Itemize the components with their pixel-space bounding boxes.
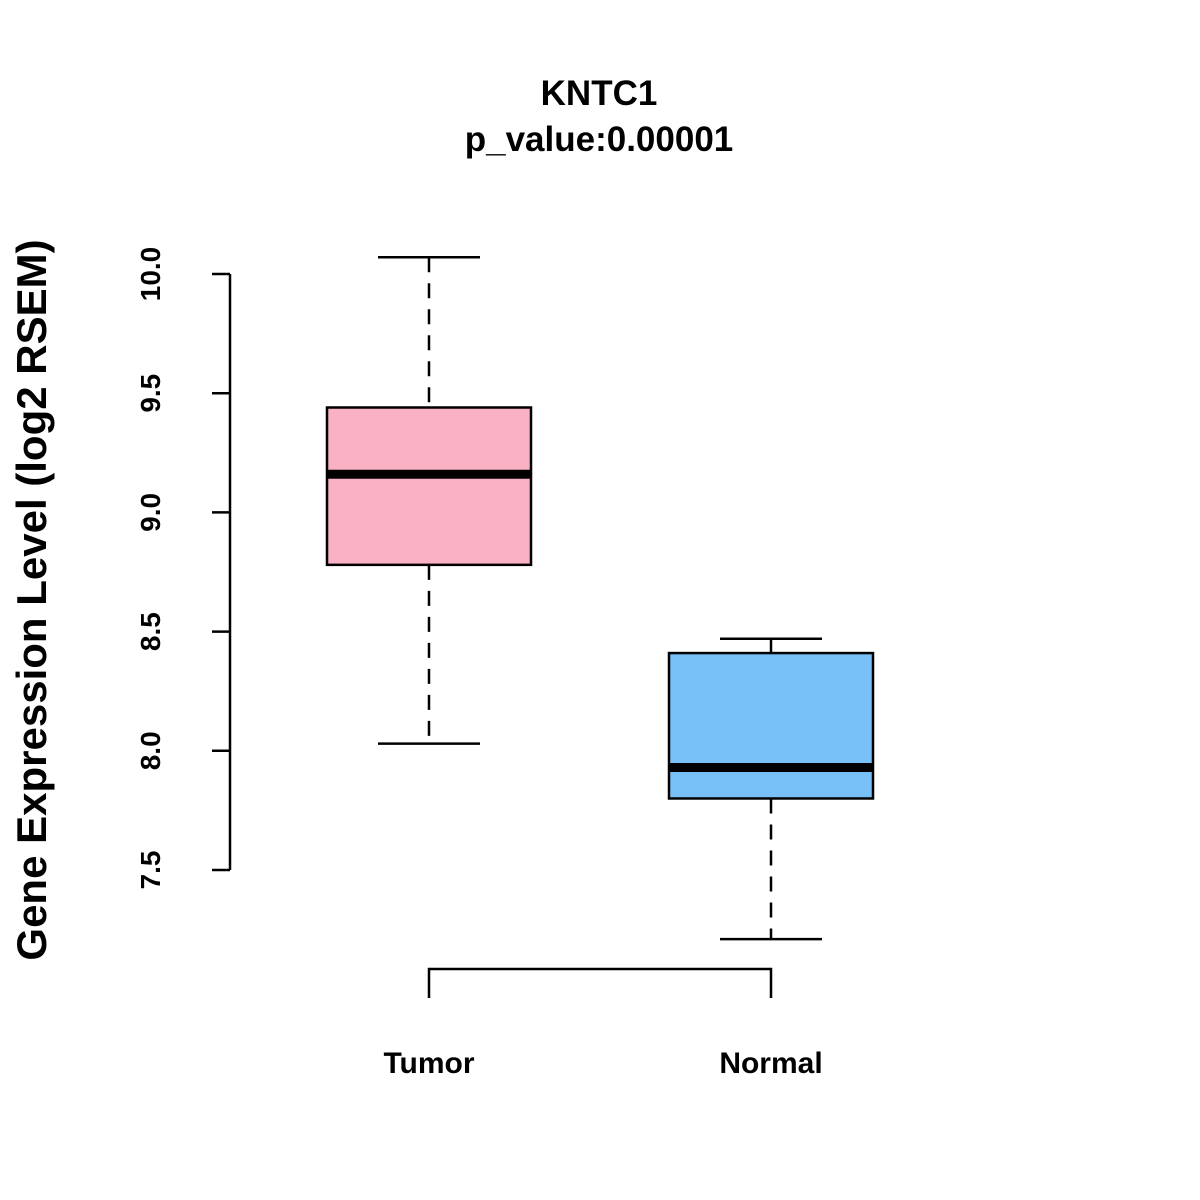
y-axis-label: Gene Expression Level (log2 RSEM)	[8, 239, 55, 960]
y-tick-label: 7.5	[135, 851, 166, 890]
box-series	[325, 256, 875, 941]
iqr-box	[667, 651, 875, 800]
y-tick-label: 9.5	[135, 374, 166, 413]
y-tick-label: 10.0	[135, 247, 166, 302]
comparison-bracket	[427, 967, 773, 998]
iqr-box	[325, 406, 533, 567]
box-tumor	[325, 256, 533, 745]
x-category-label: Normal	[719, 1047, 822, 1080]
x-category-label: Tumor	[383, 1047, 474, 1080]
y-tick-label: 8.0	[135, 731, 166, 770]
chart-title: KNTC1	[541, 74, 658, 113]
chart-subtitle: p_value:0.00001	[465, 120, 734, 159]
x-axis-category-labels: Tumor Normal	[383, 1047, 822, 1080]
y-tick-label: 9.0	[135, 493, 166, 532]
y-tick-label: 8.5	[135, 612, 166, 651]
y-axis: 7.5 8.0 8.5 9.0 9.5 10.0	[135, 247, 232, 890]
box-normal	[667, 637, 875, 941]
bracket-line	[427, 967, 773, 998]
